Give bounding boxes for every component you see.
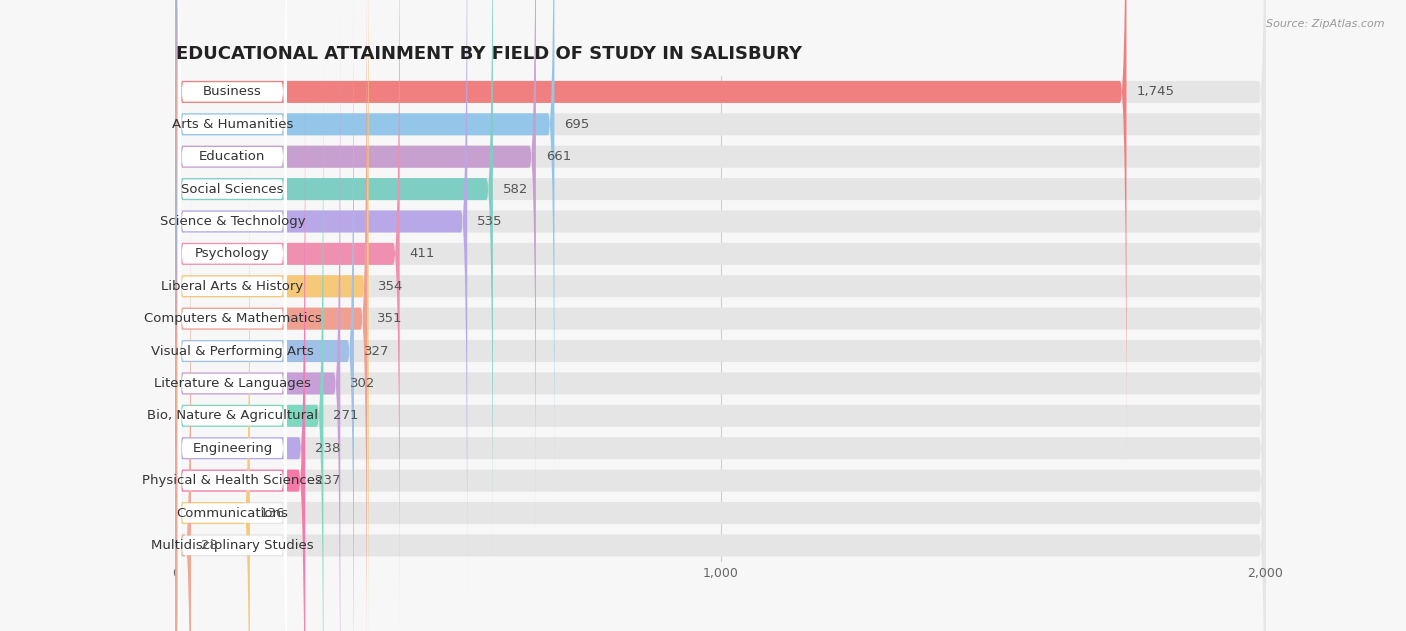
- FancyBboxPatch shape: [179, 4, 287, 631]
- FancyBboxPatch shape: [176, 0, 367, 631]
- FancyBboxPatch shape: [176, 0, 1265, 631]
- Text: 1,745: 1,745: [1136, 85, 1174, 98]
- Text: 535: 535: [477, 215, 502, 228]
- FancyBboxPatch shape: [176, 0, 467, 599]
- Text: Multidisciplinary Studies: Multidisciplinary Studies: [150, 539, 314, 552]
- Text: Arts & Humanities: Arts & Humanities: [172, 118, 292, 131]
- Text: 238: 238: [315, 442, 340, 455]
- Text: Computers & Mathematics: Computers & Mathematics: [143, 312, 322, 325]
- Text: Liberal Arts & History: Liberal Arts & History: [162, 280, 304, 293]
- FancyBboxPatch shape: [179, 0, 287, 504]
- FancyBboxPatch shape: [179, 231, 287, 631]
- FancyBboxPatch shape: [176, 6, 1265, 631]
- FancyBboxPatch shape: [176, 168, 191, 631]
- Text: 237: 237: [315, 474, 340, 487]
- Text: Psychology: Psychology: [195, 247, 270, 261]
- FancyBboxPatch shape: [176, 38, 323, 631]
- Text: Education: Education: [200, 150, 266, 163]
- FancyBboxPatch shape: [176, 0, 1265, 502]
- FancyBboxPatch shape: [179, 0, 287, 568]
- Text: 354: 354: [378, 280, 404, 293]
- Text: Engineering: Engineering: [193, 442, 273, 455]
- FancyBboxPatch shape: [176, 0, 368, 631]
- FancyBboxPatch shape: [179, 0, 287, 601]
- Text: 411: 411: [409, 247, 434, 261]
- FancyBboxPatch shape: [176, 0, 536, 534]
- FancyBboxPatch shape: [179, 0, 287, 406]
- Text: Source: ZipAtlas.com: Source: ZipAtlas.com: [1267, 19, 1385, 29]
- FancyBboxPatch shape: [176, 103, 305, 631]
- Text: 136: 136: [260, 507, 285, 519]
- Text: 582: 582: [503, 182, 529, 196]
- FancyBboxPatch shape: [179, 102, 287, 631]
- FancyBboxPatch shape: [176, 0, 1265, 631]
- Text: 28: 28: [201, 539, 218, 552]
- Text: 351: 351: [377, 312, 402, 325]
- Text: Business: Business: [202, 85, 262, 98]
- Text: Bio, Nature & Agricultural: Bio, Nature & Agricultural: [146, 410, 318, 422]
- FancyBboxPatch shape: [179, 0, 287, 439]
- Text: Physical & Health Sciences: Physical & Health Sciences: [142, 474, 322, 487]
- Text: Visual & Performing Arts: Visual & Performing Arts: [150, 345, 314, 358]
- FancyBboxPatch shape: [176, 71, 1265, 631]
- Text: Social Sciences: Social Sciences: [181, 182, 284, 196]
- Text: 327: 327: [364, 345, 389, 358]
- FancyBboxPatch shape: [176, 103, 1265, 631]
- Text: 695: 695: [564, 118, 589, 131]
- FancyBboxPatch shape: [179, 0, 287, 536]
- FancyBboxPatch shape: [176, 0, 1265, 469]
- Text: Science & Technology: Science & Technology: [160, 215, 305, 228]
- FancyBboxPatch shape: [176, 0, 1265, 631]
- FancyBboxPatch shape: [176, 0, 494, 567]
- Text: Communications: Communications: [177, 507, 288, 519]
- FancyBboxPatch shape: [176, 71, 305, 631]
- FancyBboxPatch shape: [176, 0, 399, 631]
- Text: 302: 302: [350, 377, 375, 390]
- FancyBboxPatch shape: [176, 168, 1265, 631]
- FancyBboxPatch shape: [179, 199, 287, 631]
- Text: EDUCATIONAL ATTAINMENT BY FIELD OF STUDY IN SALISBURY: EDUCATIONAL ATTAINMENT BY FIELD OF STUDY…: [176, 45, 801, 63]
- FancyBboxPatch shape: [176, 0, 554, 502]
- Text: Literature & Languages: Literature & Languages: [155, 377, 311, 390]
- FancyBboxPatch shape: [176, 0, 354, 631]
- FancyBboxPatch shape: [179, 37, 287, 631]
- FancyBboxPatch shape: [176, 0, 1265, 567]
- FancyBboxPatch shape: [176, 135, 1265, 631]
- FancyBboxPatch shape: [179, 167, 287, 631]
- Text: 271: 271: [333, 410, 359, 422]
- Text: 661: 661: [546, 150, 571, 163]
- FancyBboxPatch shape: [176, 0, 1265, 599]
- FancyBboxPatch shape: [176, 0, 1126, 469]
- FancyBboxPatch shape: [176, 135, 250, 631]
- FancyBboxPatch shape: [179, 0, 287, 471]
- FancyBboxPatch shape: [179, 134, 287, 631]
- FancyBboxPatch shape: [179, 69, 287, 631]
- FancyBboxPatch shape: [176, 0, 1265, 631]
- FancyBboxPatch shape: [176, 0, 1265, 534]
- FancyBboxPatch shape: [176, 6, 340, 631]
- FancyBboxPatch shape: [176, 38, 1265, 631]
